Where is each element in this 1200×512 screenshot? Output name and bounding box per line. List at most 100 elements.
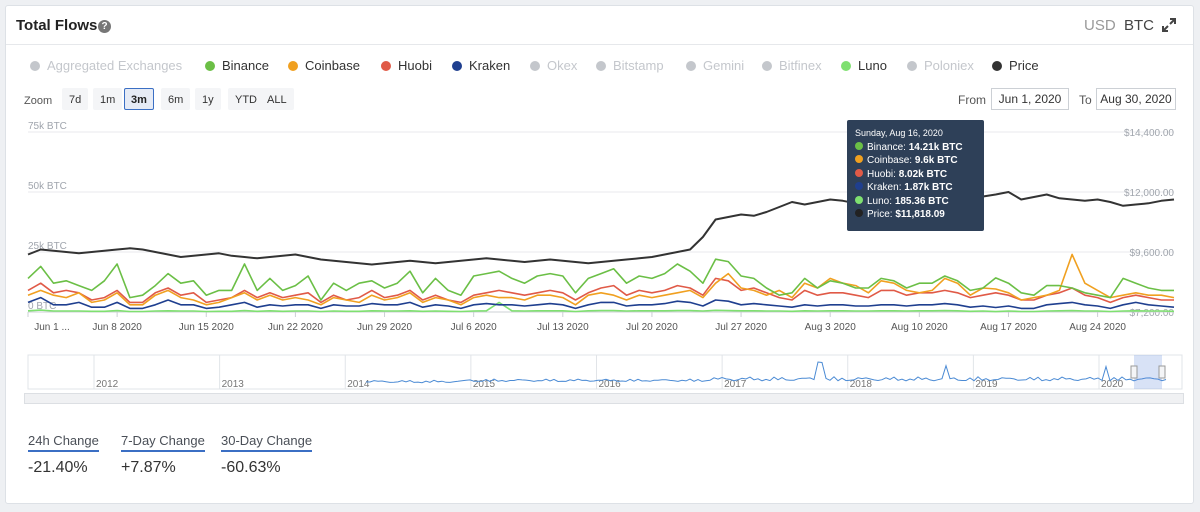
series-line-luno: [27, 301, 1175, 313]
navigator-series-line: [365, 361, 1167, 384]
x-tick-label: Aug 17 2020: [980, 322, 1037, 333]
change-label[interactable]: 24h Change: [28, 433, 99, 452]
y-right-tick-label: $9,600.00: [1130, 248, 1175, 259]
x-tick-label: Jun 15 2020: [179, 322, 234, 333]
chart-legend: Aggregated Exchanges Binance Coinbase Huobi…: [6, 58, 1193, 82]
navigator-year-label: 2017: [724, 379, 747, 390]
legend-item-kraken[interactable]: Kraken: [452, 58, 510, 73]
zoom-button-ytd[interactable]: YTD: [228, 88, 264, 110]
navigator-year-label: 2014: [347, 379, 370, 390]
legend-item-price[interactable]: Price: [992, 58, 1039, 73]
zoom-label: Zoom: [24, 95, 53, 107]
tooltip-series-value: 14.21k BTC: [908, 142, 963, 153]
tooltip-series-name: Luno: [867, 195, 890, 207]
x-tick-label: Jun 1 ...: [34, 322, 70, 333]
y-right-tick-label: $14,400.00: [1124, 128, 1174, 139]
navigator-scrollbar[interactable]: [24, 393, 1184, 404]
tooltip-series-name: Binance: [867, 142, 904, 153]
zoom-button-1y[interactable]: 1y: [195, 88, 221, 110]
legend-item-okex[interactable]: Okex: [530, 58, 577, 73]
legend-dot: [907, 61, 917, 71]
navigator-year-label: 2015: [473, 379, 496, 390]
zoom-button-3m[interactable]: 3m: [124, 88, 154, 110]
navigator-year-label: 2016: [599, 379, 622, 390]
zoom-button-6m[interactable]: 6m: [161, 88, 191, 110]
tooltip-dot: [855, 155, 863, 164]
x-tick-label: Jul 6 2020: [451, 322, 498, 333]
legend-dot: [452, 61, 462, 71]
change-label[interactable]: 7-Day Change: [121, 433, 205, 452]
zoom-button-1m[interactable]: 1m: [93, 88, 123, 110]
legend-label: Kraken: [469, 58, 511, 73]
legend-item-bitfinex[interactable]: Bitfinex: [762, 58, 822, 73]
legend-dot: [30, 61, 40, 71]
legend-dot: [288, 61, 298, 71]
legend-label: Luno: [858, 58, 887, 73]
legend-item-binance[interactable]: Binance: [205, 58, 269, 73]
legend-dot: [762, 61, 772, 71]
navigator-selection: [1134, 355, 1162, 389]
tooltip-dot: [855, 209, 863, 218]
zoom-button-7d[interactable]: 7d: [62, 88, 89, 110]
tooltip-series-name: Huobi: [867, 168, 894, 180]
tooltip-row-price: Price: $11,818.09: [855, 208, 976, 221]
legend-item-poloniex[interactable]: Poloniex: [907, 58, 974, 73]
x-tick-label: Jul 27 2020: [715, 322, 767, 333]
flows-chart[interactable]: 0 BTC 25k BTC 50k BTC 75k BTC $7,200.00 $9,60…: [6, 6, 1195, 406]
legend-label: Coinbase: [305, 58, 360, 73]
change-value: +7.87%: [121, 459, 176, 476]
currency-btc-toggle[interactable]: BTC: [1124, 17, 1154, 34]
legend-item-aggregated-exchanges[interactable]: Aggregated Exchanges: [30, 58, 182, 73]
legend-label: Aggregated Exchanges: [47, 58, 183, 73]
navigator-frame: [27, 354, 1183, 390]
tooltip-series-value: $11,818.09: [895, 209, 945, 221]
legend-item-coinbase[interactable]: Coinbase: [288, 58, 360, 73]
legend-item-huobi[interactable]: Huobi: [381, 58, 432, 73]
x-tick-label: Jul 13 2020: [537, 322, 589, 333]
card-header: Total Flows ? USD BTC: [6, 6, 1193, 45]
x-tick-label: Aug 10 2020: [891, 322, 948, 333]
chart-tooltip: Sunday, Aug 16, 2020 Binance: 14.21k BTC…: [847, 120, 984, 231]
legend-label: Binance: [222, 58, 269, 73]
legend-label: Huobi: [398, 58, 432, 73]
help-icon[interactable]: ?: [98, 20, 111, 33]
legend-item-luno[interactable]: Luno: [841, 58, 887, 73]
legend-dot: [992, 61, 1002, 71]
x-tick-label: Jun 8 2020: [92, 322, 142, 333]
change-7-day-change: 7-Day Change +7.87%: [121, 433, 205, 477]
change-value: -60.63%: [221, 459, 281, 476]
tooltip-series-value: 9.6k BTC: [914, 155, 958, 167]
tooltip-series-value: 8.02k BTC: [898, 168, 948, 180]
to-date-input[interactable]: Aug 30, 2020: [1096, 88, 1176, 110]
currency-usd-toggle[interactable]: USD: [1084, 17, 1116, 34]
y-left-tick-label: 50k BTC: [28, 181, 67, 192]
y-left-tick-label: 75k BTC: [28, 121, 67, 132]
y-right-tick-label: $12,000.00: [1124, 188, 1174, 199]
legend-label: Bitfinex: [779, 58, 822, 73]
series-line-kraken: [27, 296, 1175, 310]
change-30-day-change: 30-Day Change -60.63%: [221, 433, 313, 477]
legend-item-bitstamp[interactable]: Bitstamp: [596, 58, 664, 73]
legend-item-gemini[interactable]: Gemini: [686, 58, 744, 73]
tooltip-series-name: Price: [867, 209, 890, 221]
expand-icon[interactable]: [1162, 18, 1176, 32]
legend-label: Bitstamp: [613, 58, 664, 73]
zoom-button-all[interactable]: ALL: [260, 88, 294, 110]
legend-label: Price: [1009, 58, 1039, 73]
tooltip-date: Sunday, Aug 16, 2020: [855, 128, 943, 138]
tooltip-row-binance: Binance: 14.21k BTC: [855, 141, 976, 154]
x-tick-label: Jun 22 2020: [268, 322, 323, 333]
series-line-binance: [27, 258, 1174, 301]
series-line-price: [27, 191, 1175, 266]
navigator-year-label: 2020: [1101, 379, 1124, 390]
navigator-year-label: 2013: [222, 379, 245, 390]
tooltip-row-kraken: Kraken: 1.87k BTC: [855, 181, 976, 194]
card-title: Total Flows: [16, 17, 98, 34]
from-date-input[interactable]: Jun 1, 2020: [991, 88, 1069, 110]
legend-dot: [596, 61, 606, 71]
change-label[interactable]: 30-Day Change: [221, 433, 313, 452]
x-tick-label: Aug 24 2020: [1069, 322, 1126, 333]
series-line-huobi: [27, 277, 1174, 304]
from-label: From: [958, 93, 986, 107]
tooltip-dot: [855, 182, 863, 191]
